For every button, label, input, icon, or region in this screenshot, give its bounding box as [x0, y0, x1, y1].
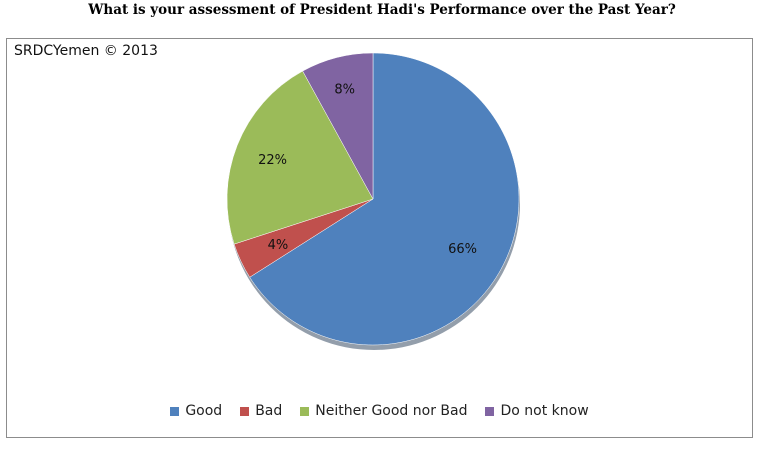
legend-swatch-bad	[240, 406, 250, 416]
pie-slice-good	[249, 52, 520, 346]
data-label-good: 66%	[448, 242, 477, 257]
legend-label-neither-good-nor-bad: Neither Good nor Bad	[315, 403, 468, 419]
legend-swatch-do-not-know	[485, 406, 495, 416]
legend-swatch-neither-good-nor-bad	[300, 406, 310, 416]
pie-slices	[226, 52, 520, 346]
legend-label-do-not-know: Do not know	[500, 403, 589, 419]
chart-area: SRDCYemen © 2013 66% 4% 22% 8% Good Bad Neith…	[6, 38, 753, 438]
data-label-do-not-know: 8%	[334, 83, 355, 98]
chart-legend: Good Bad Neither Good nor Bad Do not know	[7, 403, 752, 419]
data-label-neither-good-nor-bad: 22%	[258, 153, 287, 168]
legend-label-good: Good	[185, 403, 223, 419]
pie-slice-do-not-know	[302, 52, 374, 200]
legend-item-neither-good-nor-bad: Neither Good nor Bad	[300, 403, 467, 419]
data-label-bad: 4%	[268, 238, 289, 253]
page-title: What is your assessment of President Had…	[88, 2, 676, 18]
legend-item-do-not-know: Do not know	[485, 403, 589, 419]
pie-data-labels: 66% 4% 22% 8%	[258, 83, 477, 258]
pie-slice-neither-good-nor-bad	[226, 70, 374, 245]
legend-item-bad: Bad	[240, 403, 282, 419]
legend-item-good: Good	[170, 403, 222, 419]
copyright-watermark: SRDCYemen © 2013	[14, 43, 158, 59]
legend-label-bad: Bad	[255, 403, 283, 419]
legend-swatch-good	[170, 406, 180, 416]
pie-chart: 66% 4% 22% 8%	[226, 52, 520, 350]
